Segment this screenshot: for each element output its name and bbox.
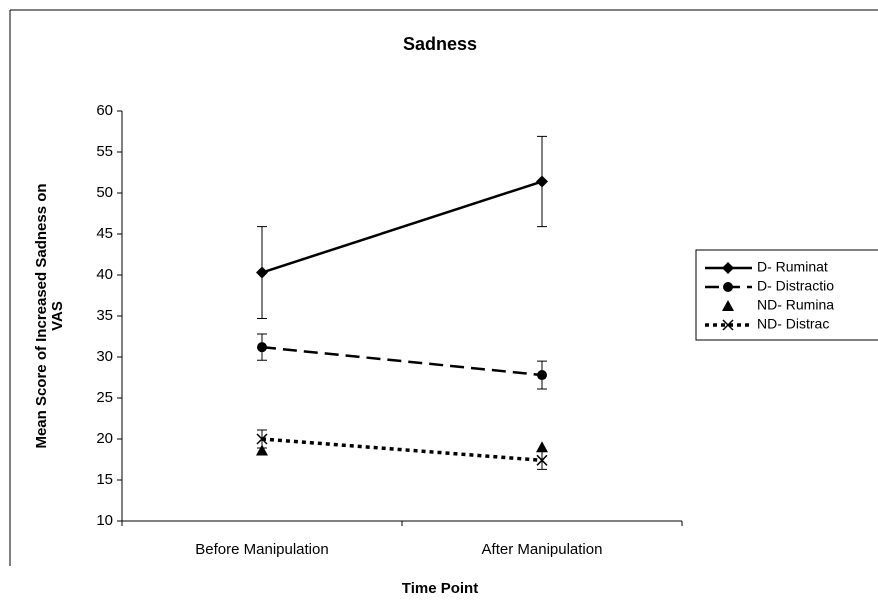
marker [256,444,268,456]
series-line [261,437,543,463]
legend-marker [722,262,734,274]
marker [536,175,548,188]
series-line [261,345,543,377]
legend-label: D- Distractio [757,278,834,294]
marker [256,433,268,445]
marker [537,370,547,381]
marker [536,441,548,453]
y-axis-label: VAS [49,301,66,331]
marker [256,266,268,279]
y-tick-label: 20 [96,430,113,447]
y-tick-label: 15 [96,471,113,488]
y-tick-label: 60 [96,102,113,119]
legend-label: D- Ruminat [757,259,828,275]
y-tick-label: 45 [96,225,113,242]
y-tick-label: 55 [96,143,113,160]
y-tick-label: 25 [96,389,113,406]
legend-marker [722,300,734,311]
y-tick-label: 30 [96,348,113,365]
x-tick-label: After Manipulation [482,541,603,558]
y-tick-label: 40 [96,266,113,283]
x-tick-label: Before Manipulation [195,541,328,558]
y-tick-label: 10 [96,512,113,529]
legend-label: ND- Distrac [757,316,829,332]
x-axis-label: Time Point [402,580,478,597]
legend-label: ND- Rumina [757,297,834,313]
y-tick-label: 35 [96,307,113,324]
marker [257,342,267,353]
legend-marker [723,282,733,292]
legend-marker [722,319,734,331]
y-tick-label: 50 [96,184,113,201]
series-line [261,180,543,274]
marker [536,454,548,466]
chart-title: Sadness [403,34,477,54]
y-axis-label: Mean Score of Increased Sadness on [33,183,50,448]
